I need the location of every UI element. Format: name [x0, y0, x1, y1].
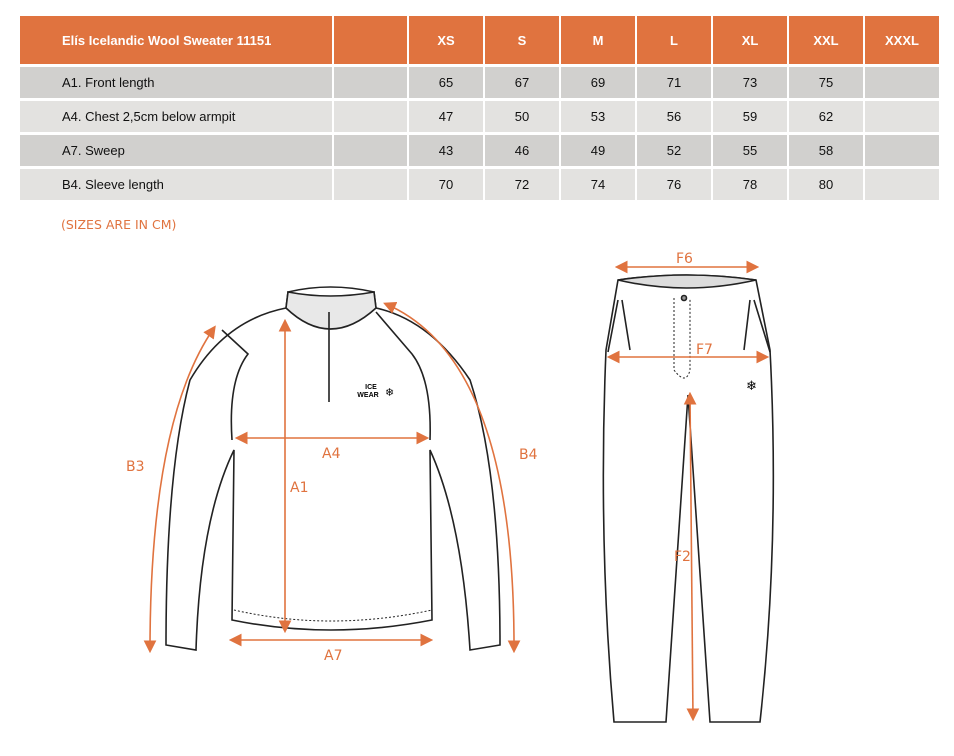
b3-label: B3 — [126, 459, 145, 475]
a1-label: A1 — [290, 480, 308, 496]
size-value — [865, 135, 939, 166]
size-value: 47 — [409, 101, 483, 132]
size-value: 80 — [789, 169, 863, 200]
b3-arrow — [143, 325, 216, 654]
a4-label: A4 — [322, 446, 341, 462]
size-value: 52 — [637, 135, 711, 166]
f7-label: F7 — [696, 342, 713, 358]
size-value: 70 — [409, 169, 483, 200]
size-value — [865, 169, 939, 200]
size-chart-table: Elís Icelandic Wool Sweater 11151 XS S M… — [18, 13, 941, 203]
product-title: Elís Icelandic Wool Sweater 11151 — [20, 16, 332, 64]
blank-cell — [334, 169, 407, 200]
table-row: A4. Chest 2,5cm below armpit 47 50 53 56 59 62 — [20, 101, 939, 132]
blank-cell — [334, 67, 407, 98]
sweater-outline — [165, 286, 501, 651]
size-value: 78 — [713, 169, 787, 200]
size-header: L — [637, 16, 711, 64]
size-value — [865, 101, 939, 132]
pants-outline — [602, 274, 775, 723]
table-row: B4. Sleeve length 70 72 74 76 78 80 — [20, 169, 939, 200]
size-value: 69 — [561, 67, 635, 98]
table-row: A7. Sweep 43 46 49 52 55 58 — [20, 135, 939, 166]
snowflake-icon: ❄ — [385, 387, 394, 399]
size-value: 62 — [789, 101, 863, 132]
size-header: XL — [713, 16, 787, 64]
size-value: 67 — [485, 67, 559, 98]
measurement-label: A1. Front length — [20, 67, 332, 98]
table-row: A1. Front length 65 67 69 71 73 75 — [20, 67, 939, 98]
brand-logo: ICE WEAR — [357, 384, 378, 399]
units-note: (SIZES ARE IN CM) — [61, 217, 177, 232]
size-value: 75 — [789, 67, 863, 98]
size-header: XXXL — [865, 16, 939, 64]
blank-header — [334, 16, 407, 64]
size-value: 71 — [637, 67, 711, 98]
a7-label: A7 — [324, 648, 342, 664]
size-value: 58 — [789, 135, 863, 166]
size-header: XS — [409, 16, 483, 64]
size-header: S — [485, 16, 559, 64]
size-value: 65 — [409, 67, 483, 98]
measurement-label: A7. Sweep — [20, 135, 332, 166]
blank-cell — [334, 135, 407, 166]
snowflake-icon: ❄ — [746, 378, 757, 393]
size-header: XXL — [789, 16, 863, 64]
blank-cell — [334, 101, 407, 132]
size-value: 76 — [637, 169, 711, 200]
size-value: 46 — [485, 135, 559, 166]
header-row: Elís Icelandic Wool Sweater 11151 XS S M… — [20, 16, 939, 64]
size-value: 56 — [637, 101, 711, 132]
f2-label: F2 — [674, 549, 691, 565]
size-value — [865, 67, 939, 98]
f2-arrow — [683, 391, 700, 722]
size-value: 72 — [485, 169, 559, 200]
size-value: 53 — [561, 101, 635, 132]
size-value: 49 — [561, 135, 635, 166]
b4-label: B4 — [519, 447, 538, 463]
measurement-label: B4. Sleeve length — [20, 169, 332, 200]
f6-label: F6 — [676, 251, 693, 267]
size-value: 74 — [561, 169, 635, 200]
size-value: 55 — [713, 135, 787, 166]
measurement-label: A4. Chest 2,5cm below armpit — [20, 101, 332, 132]
size-value: 59 — [713, 101, 787, 132]
size-value: 43 — [409, 135, 483, 166]
size-header: M — [561, 16, 635, 64]
size-value: 73 — [713, 67, 787, 98]
size-value: 50 — [485, 101, 559, 132]
b4-arrow — [383, 301, 521, 654]
